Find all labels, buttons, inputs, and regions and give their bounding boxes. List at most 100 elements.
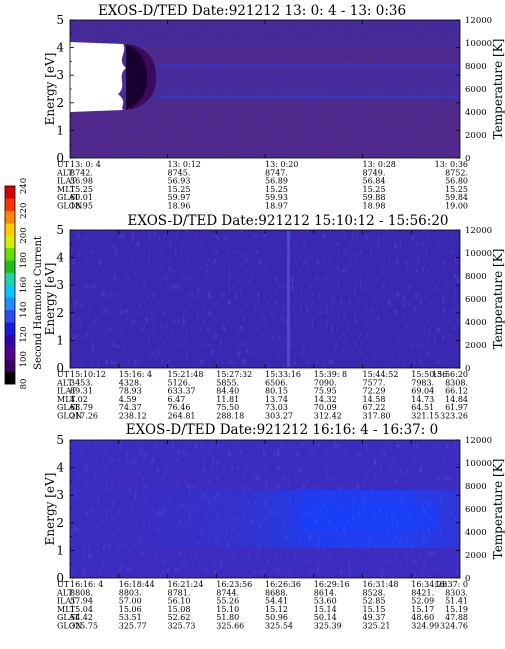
y-tick-label: 3 [56, 68, 64, 82]
table-cell: 47.88 [445, 613, 468, 622]
table-cell: 8808. [70, 588, 93, 597]
table-cell: 8745. [168, 168, 191, 177]
axes-and-tables: 012345020004000600080001000012000UTALTIL… [56, 13, 492, 631]
table-cell: 54.41 [265, 597, 288, 606]
panel-3-plot [69, 439, 461, 579]
colorbar-block-1 [5, 359, 15, 372]
table-cell: 317.80 [363, 412, 391, 421]
table-cell: 15.06 [119, 605, 142, 614]
table-cell: 68.79 [70, 403, 93, 412]
panel-3-title: EXOS-D/TED Date:921212 16:16: 4 - 16:37:… [126, 422, 438, 438]
table-cell: 3453. [70, 378, 93, 387]
table-cell: 15.25 [70, 185, 93, 194]
colorbar-block-3 [5, 334, 15, 348]
panel-1: EXOS-D/TED Date:921212 13: 0: 4 - 13: 0:… [69, 3, 461, 159]
table-cell: 49.37 [363, 613, 386, 622]
table-cell: 56.10 [168, 597, 191, 606]
table-cell: 56.84 [363, 177, 386, 186]
table-cell: 8614. [314, 588, 337, 597]
colorbar-tick-label: 140 [19, 302, 29, 318]
table-cell: 80.15 [265, 387, 288, 396]
table-cell: 69.31 [70, 387, 93, 396]
table-cell: 84.40 [216, 387, 239, 396]
panel-2-ylabel: Energy [eV] [43, 263, 57, 336]
table-cell: 324.76 [440, 622, 468, 631]
table-cell: 264.81 [168, 412, 196, 421]
table-cell: 14.84 [445, 395, 468, 404]
panel-2-orbit-table: UTALTILATMLTGLATGLON15:10:123453.69.314.… [56, 370, 468, 421]
panel-1-title: EXOS-D/TED Date:921212 13: 0: 4 - 13: 0:… [98, 3, 406, 19]
panel-2: EXOS-D/TED Date:921212 15:10:12 - 15:56:… [69, 213, 461, 369]
colorbar-ticks: 80 100 120 140 160 180 200 220 240 [19, 178, 29, 390]
table-cell: 13: 0:12 [168, 160, 201, 169]
table-cell: 16:18:44 [119, 580, 155, 589]
table-cell: 15:27:32 [216, 370, 252, 379]
y2-tick-label: 12000 [465, 226, 492, 236]
table-cell: 15.25 [168, 185, 191, 194]
table-cell: 7983. [411, 378, 434, 387]
table-cell: 54.42 [70, 613, 93, 622]
colorbar-block-14 [5, 198, 15, 212]
colorbar-tick-label: 180 [19, 252, 29, 268]
table-cell: 14.58 [363, 395, 386, 404]
table-cell: 16:21:24 [168, 580, 204, 589]
row-label: ILAT [57, 387, 77, 396]
row-label: ALT [56, 168, 73, 177]
colorbar-block-0 [5, 371, 15, 385]
panel-1-plot [69, 19, 461, 159]
table-cell: 16:26:36 [265, 580, 301, 589]
y2-tick-label: 6000 [465, 85, 487, 95]
table-cell: 67.22 [363, 403, 386, 412]
table-cell: 8752. [445, 168, 468, 177]
table-cell: 16:34:28 [411, 580, 447, 589]
table-cell: 18.98 [363, 202, 386, 211]
y2-tick-label: 4000 [465, 108, 487, 118]
panel-1-no-data-region [70, 42, 126, 112]
row-label: UT [57, 580, 70, 589]
colorbar-tick-label: 80 [19, 379, 29, 390]
table-cell: 66.12 [445, 387, 468, 396]
table-cell: 288.18 [216, 412, 244, 421]
table-cell: 15:39: 8 [314, 370, 347, 379]
row-label: MLT [57, 185, 76, 194]
table-cell: 18.97 [265, 202, 288, 211]
table-cell: 325.73 [168, 622, 196, 631]
y-tick-label: 0 [56, 571, 64, 585]
table-cell: 325.54 [265, 622, 293, 631]
y-tick-label: 2 [56, 306, 64, 320]
panel-2-vertical-streak [287, 231, 290, 367]
row-label: GLAT [57, 193, 80, 202]
row-label: GLAT [57, 403, 80, 412]
table-cell: 15.19 [445, 605, 468, 614]
table-cell: 13.74 [265, 395, 288, 404]
y2-tick-label: 2000 [465, 551, 487, 561]
table-cell: 15.25 [265, 185, 288, 194]
table-cell: 7577. [363, 378, 386, 387]
panel-3-noise-light [70, 440, 460, 578]
panel-2-y2label: Temperature [K] [491, 249, 505, 350]
table-cell: 4.59 [119, 395, 137, 404]
y-tick-label: 1 [56, 123, 64, 137]
table-cell: 325.21 [363, 622, 391, 631]
row-label: ALT [56, 378, 73, 387]
row-label: GLON [57, 412, 82, 421]
table-cell: 15.04 [70, 605, 93, 614]
table-cell: 15.25 [445, 185, 468, 194]
row-label: UT [57, 370, 70, 379]
colorbar-tick-label: 120 [19, 326, 29, 342]
y-tick-label: 2 [56, 96, 64, 110]
y2-tick-label: 8000 [465, 482, 487, 492]
table-cell: 303.27 [265, 412, 293, 421]
table-cell: 56.98 [70, 177, 93, 186]
table-cell: 8747. [265, 168, 288, 177]
colorbar-block-4 [5, 322, 15, 335]
table-cell: 15:21:48 [168, 370, 204, 379]
table-cell: 56.93 [168, 177, 191, 186]
panel-1-ylabel: Energy [eV] [43, 53, 57, 126]
table-cell: 8308. [445, 378, 468, 387]
colorbar-tick-label: 160 [19, 277, 29, 293]
table-cell: 15:50:36 [411, 370, 447, 379]
y2-tick-label: 2000 [465, 131, 487, 141]
table-cell: 4.02 [70, 395, 88, 404]
colorbar-block-2 [5, 346, 15, 360]
